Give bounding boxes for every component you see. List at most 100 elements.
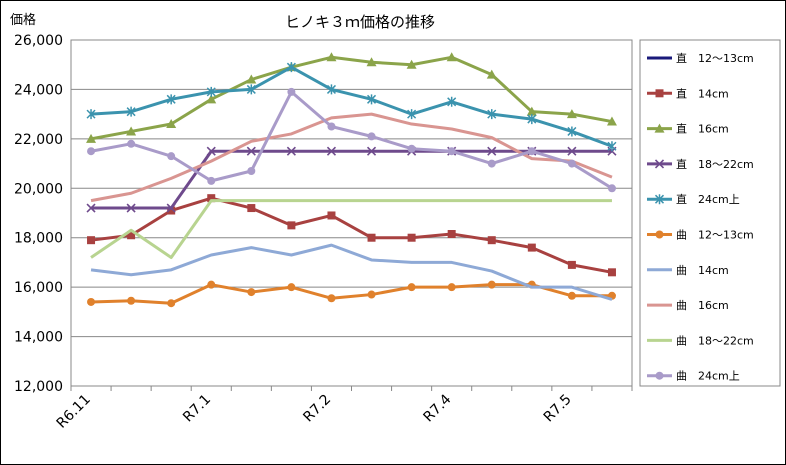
series-line (90, 112, 613, 203)
x-tick-label: R7.5 (541, 392, 575, 426)
legend-label: 曲 14cm (676, 264, 729, 277)
data-point (447, 96, 457, 107)
data-point (367, 233, 376, 242)
legend-marker (655, 89, 664, 98)
data-point (86, 133, 97, 143)
legend-label: 曲 18～22cm (676, 334, 754, 347)
legend-label: 曲 16cm (676, 299, 729, 312)
data-point (207, 194, 216, 203)
data-point (567, 126, 577, 137)
data-point (247, 288, 256, 297)
data-point (407, 109, 417, 120)
series-6 (90, 243, 613, 301)
data-point (567, 146, 577, 156)
series-line (90, 55, 613, 141)
legend-item: 直 14cm (647, 86, 729, 100)
series-7 (90, 112, 613, 203)
data-point (366, 146, 377, 156)
legend-label: 直 12～13cm (676, 51, 754, 65)
data-point (607, 184, 616, 193)
y-tick-label: 18,000 (14, 231, 63, 247)
data-point (246, 84, 256, 95)
data-point (286, 62, 296, 73)
data-point (206, 146, 216, 156)
data-point (407, 233, 416, 242)
data-point (567, 260, 576, 269)
data-point (446, 52, 457, 62)
data-point (326, 146, 337, 156)
data-point (487, 280, 496, 289)
x-tick-label: R7.2 (300, 392, 334, 426)
series-4 (86, 62, 617, 152)
y-tick-label: 24,000 (14, 82, 63, 98)
y-axis-title: 価格 (10, 12, 36, 28)
data-point (206, 94, 217, 104)
y-axis: 12,000 14,000 16,000 18,000 20,000 22,000 24,0… (14, 33, 63, 395)
data-point (367, 290, 376, 299)
data-point (487, 159, 496, 168)
legend-box (639, 39, 781, 387)
data-point (246, 146, 256, 156)
legend-item: 直 12～13cm (647, 51, 754, 65)
x-tick-label: R7.4 (421, 391, 455, 425)
series-line (90, 196, 613, 274)
legend-item: 直 18～22cm (647, 157, 754, 171)
data-point (206, 86, 216, 97)
legend-label: 直 16cm (676, 122, 729, 136)
series-line (90, 243, 613, 301)
data-point (327, 211, 336, 220)
legend-item: 曲 16cm (647, 299, 729, 312)
series-8 (90, 199, 612, 259)
legend-item: 曲 24cm上 (647, 370, 740, 383)
data-point (287, 221, 296, 230)
data-point (87, 236, 96, 245)
data-point (447, 283, 456, 292)
data-point (127, 231, 136, 240)
data-point (606, 116, 617, 126)
data-point (527, 243, 536, 252)
data-point (486, 69, 497, 79)
legend-label: 曲 24cm上 (676, 370, 740, 383)
data-point (207, 280, 216, 289)
data-point (607, 141, 617, 152)
y-tick-label: 26,000 (14, 33, 63, 49)
series-line (90, 90, 613, 190)
plot-area (70, 39, 633, 387)
series-line (91, 149, 612, 210)
data-point (86, 203, 96, 213)
data-point (287, 87, 296, 96)
series-line (90, 199, 612, 259)
gridlines (71, 39, 632, 387)
data-point (166, 94, 176, 105)
data-point (447, 230, 456, 239)
x-axis: R6.11 R7.1 R7.2 R7.4 R7.5 (54, 386, 633, 432)
legend-marker (654, 194, 665, 205)
data-point (286, 146, 296, 156)
legend-marker (655, 371, 664, 380)
legend-label: 直 14cm (676, 86, 729, 100)
data-point (126, 126, 137, 136)
data-point (207, 176, 216, 185)
data-point (327, 294, 336, 303)
series-2 (86, 52, 617, 143)
data-point (326, 84, 336, 95)
data-point (167, 299, 176, 308)
data-point (407, 283, 416, 292)
data-point (406, 59, 417, 69)
data-point (87, 147, 96, 156)
data-point (607, 268, 616, 277)
data-point (86, 109, 96, 120)
data-point (246, 74, 257, 84)
series-9 (87, 87, 616, 193)
data-point (127, 296, 136, 305)
data-point (126, 203, 136, 213)
data-point (166, 203, 176, 213)
data-point (567, 291, 576, 300)
data-point (407, 144, 416, 153)
data-point (126, 106, 136, 117)
data-point (366, 57, 377, 67)
y-tick-label: 22,000 (14, 132, 63, 148)
data-point (527, 114, 537, 125)
